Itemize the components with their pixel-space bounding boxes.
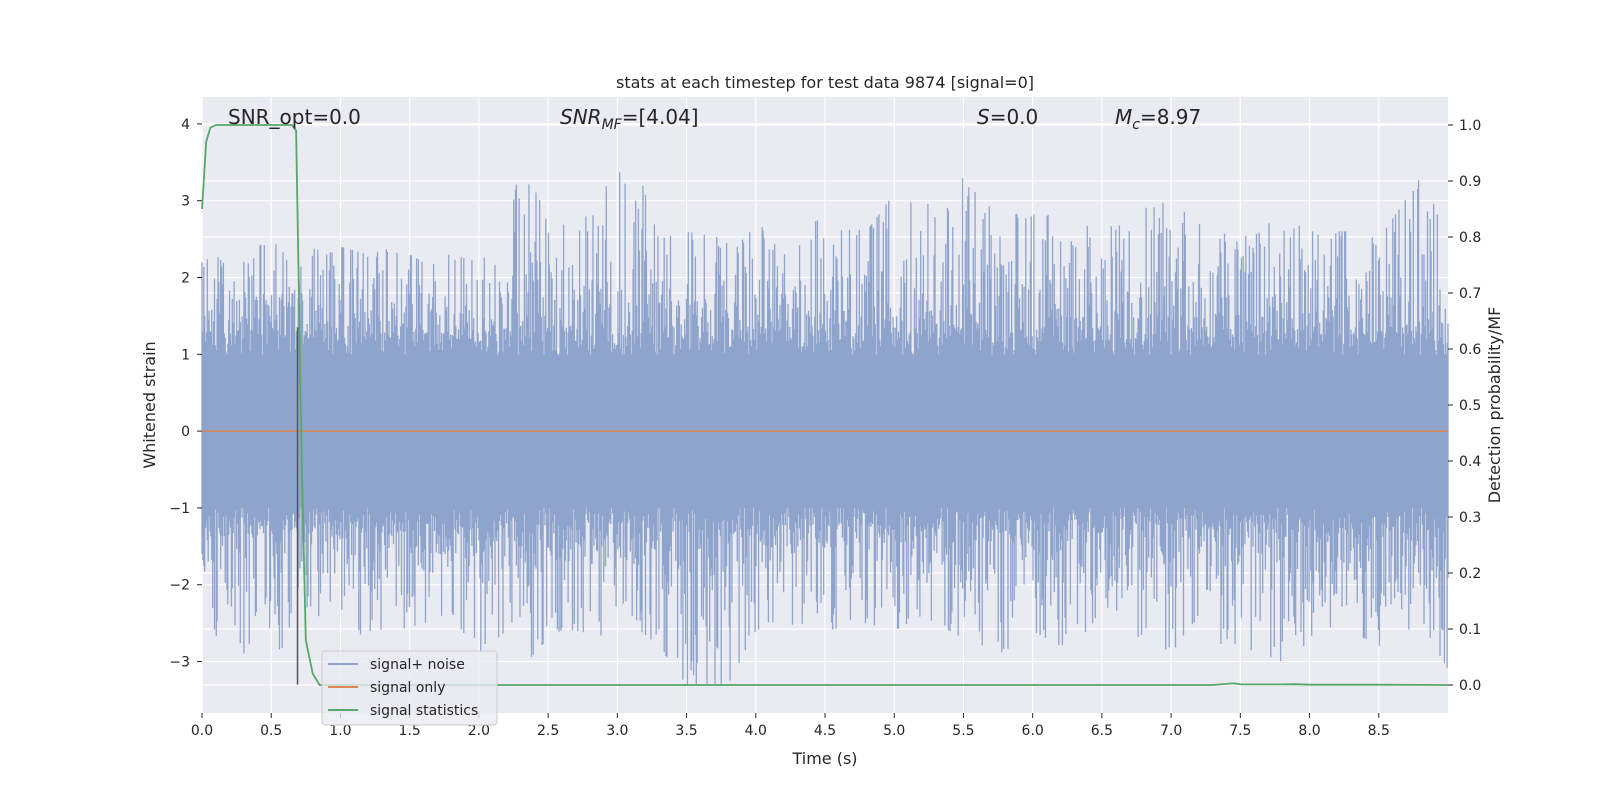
- x-tick-label: 0.5: [260, 723, 282, 739]
- x-tick-label: 0.0: [191, 723, 213, 739]
- y2-axis-label: Detection probability/MF: [1485, 307, 1504, 504]
- y-tick-label: −3: [169, 655, 190, 671]
- y2-tick-label: 0.3: [1459, 510, 1481, 526]
- y2-tick-label: 0.1: [1459, 622, 1481, 638]
- legend-label: signal statistics: [370, 703, 478, 719]
- x-tick-label: 6.0: [1022, 723, 1044, 739]
- x-tick-label: 1.5: [399, 723, 421, 739]
- y-tick-label: −2: [169, 578, 190, 594]
- annotation-mc: Mc=8.97: [1115, 105, 1201, 133]
- legend: signal+ noise signal only signal statistic…: [321, 650, 498, 726]
- x-tick-label: 3.0: [606, 723, 628, 739]
- y-tick-label: −1: [169, 501, 190, 517]
- y-tick-label: 4: [181, 117, 190, 133]
- y2-tick-label: 0.9: [1459, 174, 1481, 190]
- x-tick-label: 2.0: [468, 723, 490, 739]
- annotation-s-stat: S=0.0: [977, 105, 1038, 129]
- x-tick-label: 5.0: [883, 723, 905, 739]
- x-tick-label: 7.0: [1160, 723, 1182, 739]
- chart-title: stats at each timestep for test data 987…: [616, 73, 1034, 92]
- y-axis-label: Whitened strain: [140, 341, 159, 468]
- y2-axis-ticks: 0.0 0.1 0.2 0.3 0.4 0.5 0.6 0.7 0.8 0.9 1.0: [1448, 118, 1481, 694]
- y-tick-label: 0: [181, 424, 190, 440]
- y2-tick-label: 1.0: [1459, 118, 1481, 134]
- x-tick-label: 2.5: [537, 723, 559, 739]
- x-tick-label: 6.5: [1091, 723, 1113, 739]
- x-tick-label: 8.5: [1368, 723, 1390, 739]
- y2-tick-label: 0.6: [1459, 342, 1481, 358]
- x-tick-label: 5.5: [952, 723, 974, 739]
- legend-label: signal only: [370, 680, 445, 696]
- noise-trace: [201, 172, 1449, 685]
- y-tick-label: 2: [181, 270, 190, 286]
- y-axis-ticks: −3 −2 −1 0 1 2 3 4: [169, 117, 202, 671]
- y2-tick-label: 0.2: [1459, 566, 1481, 582]
- y2-tick-label: 0.4: [1459, 454, 1481, 470]
- annotation-snr-mf: SNRMF=[4.04]: [560, 105, 699, 133]
- x-tick-label: 4.5: [814, 723, 836, 739]
- legend-label: signal+ noise: [370, 657, 465, 673]
- x-tick-label: 7.5: [1229, 723, 1251, 739]
- x-axis-label: Time (s): [791, 749, 857, 768]
- y2-tick-label: 0.0: [1459, 678, 1481, 694]
- y-tick-label: 3: [181, 194, 190, 210]
- x-tick-label: 3.5: [675, 723, 697, 739]
- y2-tick-label: 0.8: [1459, 230, 1481, 246]
- annotations: SNR_opt=0.0 SNRMF=[4.04] S=0.0 Mc=8.97: [228, 105, 1201, 133]
- x-axis-ticks: 0.0 0.5 1.0 1.5 2.0 2.5 3.0 3.5 4.0 4.5 5.0 5.5 6.0 6…: [191, 713, 1390, 739]
- x-tick-label: 1.0: [329, 723, 351, 739]
- legend-box: [321, 650, 498, 726]
- y2-tick-label: 0.5: [1459, 398, 1481, 414]
- y-tick-label: 1: [181, 347, 190, 363]
- x-tick-label: 8.0: [1298, 723, 1320, 739]
- x-tick-label: 4.0: [745, 723, 767, 739]
- y2-tick-label: 0.7: [1459, 286, 1481, 302]
- annotation-snr-opt: SNR_opt=0.0: [228, 105, 361, 129]
